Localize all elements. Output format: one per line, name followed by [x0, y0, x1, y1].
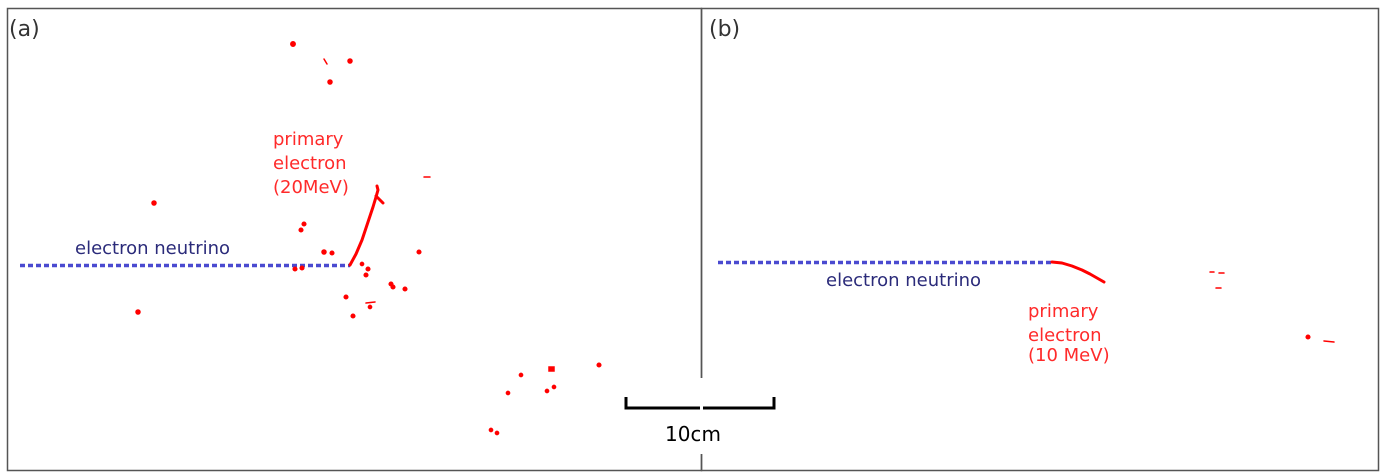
divider-gap-mask — [700, 378, 703, 454]
panel-a-electron-label-line-3: (20MeV) — [273, 177, 349, 198]
panel-b-secondary-hits — [1209, 271, 1335, 343]
panel-a-neutrino-label: electron neutrino — [75, 238, 230, 259]
panel-a-electron-label-line-1: primary — [273, 129, 344, 150]
panel-b-primary-electron-track — [1050, 260, 1106, 284]
panel-b-electron-label-line-1: primary — [1028, 301, 1099, 322]
panel-a-label: (a) — [9, 17, 40, 42]
panel-b-neutrino-label: electron neutrino — [826, 270, 981, 291]
panel-b-electron-label-line-3: (10 MeV) — [1028, 345, 1110, 366]
panel-b-label: (b) — [709, 17, 740, 42]
panel-a-secondary-hits — [135, 41, 602, 436]
panel-b-frame — [700, 7, 1380, 472]
panel-b-electron-label-line-2: electron — [1028, 325, 1102, 346]
scale-bar-label: 10cm — [665, 422, 721, 446]
panel-a-electron-label-line-2: electron — [273, 153, 347, 174]
panel-a-primary-electron-track — [348, 184, 385, 267]
